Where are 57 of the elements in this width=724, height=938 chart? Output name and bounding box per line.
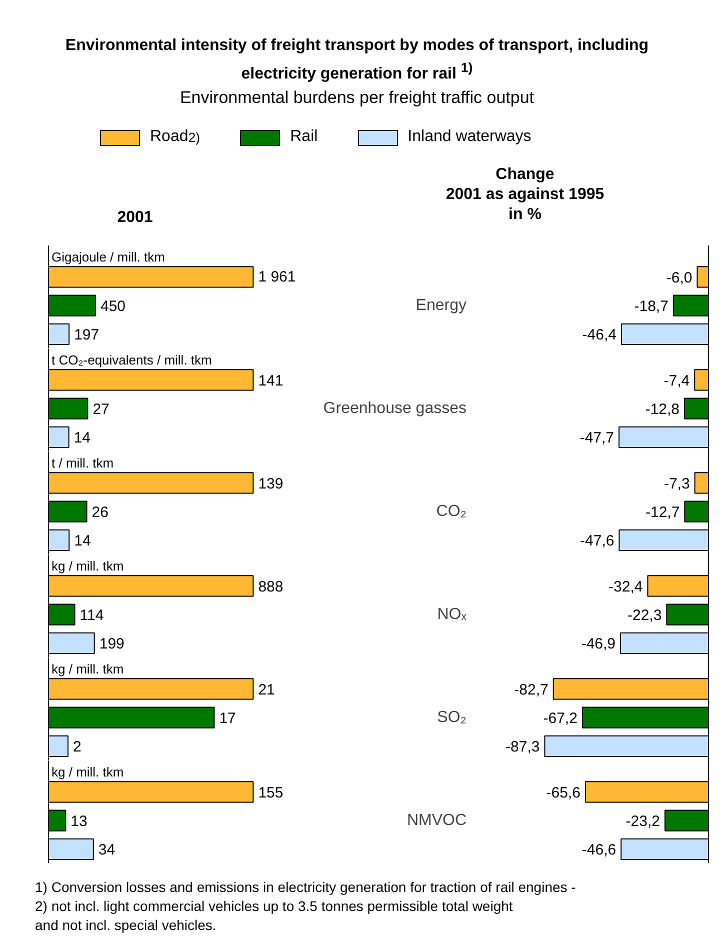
x2-axis-title: 2001 [116,208,154,228]
data-label: -12,7 [645,504,680,522]
data-label: 14 [74,430,91,447]
legend-label: Rail [289,127,318,148]
data-label: -12,8 [645,401,680,418]
y-tick-label: Energy [416,297,467,314]
data-label: -47,7 [580,430,614,447]
y-tick-label: CO₂ [436,503,467,520]
data-label: -46,6 [582,842,616,859]
chart-title: Change 2001 as against 1995 in % [444,165,606,225]
y-tick-label: NOₓ [437,606,468,624]
data-label: -23,2 [626,813,660,830]
data-label: 26 [92,504,108,522]
data-label: 114 [80,607,104,624]
data-label: -7,3 [664,475,690,492]
data-label: 199 [99,636,124,653]
data-label: 1 961 [258,268,296,286]
data-label: -7,4 [664,372,690,390]
data-label: -47,6 [580,532,614,550]
y-axis-title: t / mill. tkm [52,455,114,470]
data-label: -6,0 [666,269,692,286]
data-label: -46,9 [581,636,616,653]
data-label: 197 [74,326,100,344]
data-label: 14 [74,532,91,550]
data-label: -82,7 [514,681,548,698]
text: and not incl. special vehicles. [35,916,216,933]
text: 1) Conversion losses and emissions in electricity generation for traction of rail engines - [35,879,576,895]
data-label: -46,4 [582,326,616,344]
data-label: 21 [258,681,275,698]
legend-label: Inland waterways [406,127,532,148]
y-tick-label: NMVOC [406,812,467,830]
data-label: 27 [92,401,110,418]
y-axis-title: kg / mill. tkm [52,661,124,676]
data-label: 450 [100,298,126,316]
y-tick-label: SO₂ [437,709,466,726]
data-label: -65,6 [546,784,580,802]
data-label: 139 [258,475,284,492]
data-label: -87,3 [506,738,540,756]
data-label: 155 [258,784,284,802]
y-axis-title: kg / mill. tkm [52,558,124,574]
text: 2) not incl. light commercial vehicles up to 3.5 tonnes permissible total weight [35,898,513,914]
data-label: 2 [72,738,82,756]
data-label: -22,3 [627,607,662,624]
y-tick-label: Greenhouse gasses [323,400,466,418]
y-axis-title: Gigajoule / mill. tkm [52,249,165,264]
text: Environmental burdens per freight traffic output [178,87,536,110]
data-label: 13 [70,813,88,830]
y-axis-title: t CO₂-equivalents / mill. tkm [52,352,212,368]
data-label: 17 [219,710,236,728]
data-label: -18,7 [634,298,668,316]
data-label: -67,2 [543,710,578,728]
data-label: 34 [98,842,116,859]
data-label: 888 [258,578,284,596]
data-label: 141 [258,372,284,390]
data-label: -32,4 [608,578,643,596]
text: Environmental intensity of freight transport by modes of transport, including electricity generation for rail $^{1)}$ [64,36,650,84]
y-axis-title: kg / mill. tkm [52,764,124,780]
